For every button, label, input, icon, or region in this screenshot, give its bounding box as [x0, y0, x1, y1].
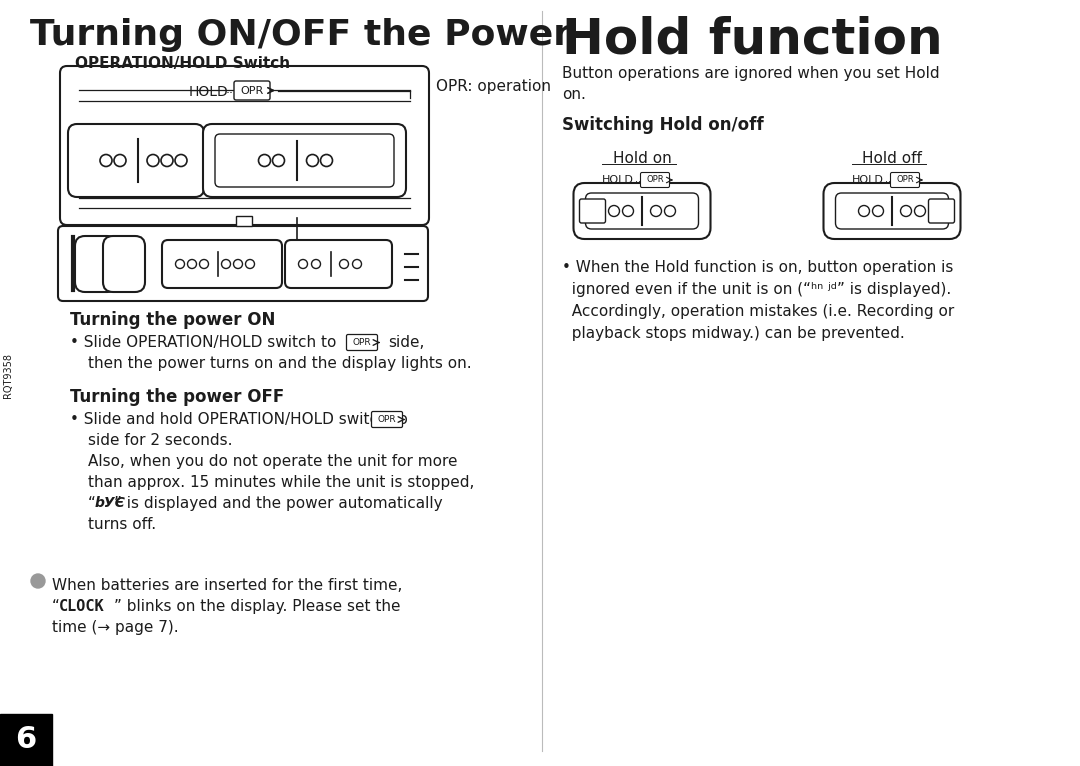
Text: HOLD: HOLD: [189, 85, 229, 99]
FancyBboxPatch shape: [580, 199, 606, 223]
Text: When batteries are inserted for the first time,: When batteries are inserted for the firs…: [52, 578, 403, 593]
FancyBboxPatch shape: [58, 226, 428, 301]
Text: OPR: OPR: [378, 415, 396, 424]
Text: side,: side,: [388, 335, 424, 350]
FancyBboxPatch shape: [585, 193, 699, 229]
FancyBboxPatch shape: [75, 236, 117, 292]
Text: Turning ON/OFF the Power: Turning ON/OFF the Power: [30, 18, 571, 52]
FancyBboxPatch shape: [640, 172, 670, 188]
Text: ” is displayed and the power automatically: ” is displayed and the power automatical…: [114, 496, 443, 511]
Text: Switching Hold on/off: Switching Hold on/off: [562, 116, 764, 134]
Circle shape: [31, 574, 45, 588]
FancyBboxPatch shape: [285, 240, 392, 288]
Text: Turning the power ON: Turning the power ON: [70, 311, 275, 329]
FancyBboxPatch shape: [162, 240, 282, 288]
FancyBboxPatch shape: [215, 134, 394, 187]
Text: ..: ..: [635, 174, 642, 184]
Text: OPR: OPR: [896, 175, 914, 185]
FancyBboxPatch shape: [347, 335, 378, 351]
FancyBboxPatch shape: [60, 66, 429, 225]
Text: • Slide and hold OPERATION/HOLD switch to: • Slide and hold OPERATION/HOLD switch t…: [70, 412, 413, 427]
Text: playback stops midway.) can be prevented.: playback stops midway.) can be prevented…: [562, 326, 905, 341]
Text: HOLD: HOLD: [602, 175, 634, 185]
FancyBboxPatch shape: [234, 81, 270, 100]
Text: Hold off: Hold off: [862, 151, 922, 166]
Text: OPERATION/HOLD Switch: OPERATION/HOLD Switch: [75, 56, 291, 71]
Text: • Slide OPERATION/HOLD switch to: • Slide OPERATION/HOLD switch to: [70, 335, 341, 350]
FancyBboxPatch shape: [891, 172, 919, 188]
Text: then the power turns on and the display lights on.: then the power turns on and the display …: [87, 356, 472, 371]
FancyBboxPatch shape: [203, 124, 406, 197]
Text: Accordingly, operation mistakes (i.e. Recording or: Accordingly, operation mistakes (i.e. Re…: [562, 304, 955, 319]
Text: OPR: operation: OPR: operation: [436, 79, 551, 94]
Text: Also, when you do not operate the unit for more: Also, when you do not operate the unit f…: [87, 454, 458, 469]
Text: ..: ..: [226, 83, 234, 96]
Text: • When the Hold function is on, button operation is: • When the Hold function is on, button o…: [562, 260, 954, 275]
FancyBboxPatch shape: [372, 411, 403, 427]
Text: HOLD: HOLD: [852, 175, 883, 185]
FancyBboxPatch shape: [836, 193, 948, 229]
Text: ” blinks on the display. Please set the: ” blinks on the display. Please set the: [114, 599, 401, 614]
Text: Hold function: Hold function: [562, 16, 943, 64]
Text: 6: 6: [15, 725, 37, 755]
Text: than approx. 15 minutes while the unit is stopped,: than approx. 15 minutes while the unit i…: [87, 475, 474, 490]
Text: OPR: OPR: [241, 86, 264, 96]
Text: on.: on.: [562, 87, 585, 102]
Text: OPR: OPR: [353, 338, 372, 347]
Text: RQT9358: RQT9358: [3, 353, 13, 398]
Text: “: “: [52, 599, 59, 614]
FancyBboxPatch shape: [573, 183, 711, 239]
Text: bУЄ: bУЄ: [95, 496, 125, 510]
FancyBboxPatch shape: [929, 199, 955, 223]
Text: side for 2 seconds.: side for 2 seconds.: [87, 433, 232, 448]
Text: turns off.: turns off.: [87, 517, 157, 532]
Text: Hold on: Hold on: [612, 151, 672, 166]
Text: “: “: [87, 496, 96, 511]
FancyBboxPatch shape: [824, 183, 960, 239]
Text: ignored even if the unit is on (“ʰⁿ ʲᵈ” is displayed).: ignored even if the unit is on (“ʰⁿ ʲᵈ” …: [562, 282, 951, 297]
Text: time (→ page 7).: time (→ page 7).: [52, 620, 178, 635]
Text: CLOCK: CLOCK: [59, 599, 105, 614]
FancyBboxPatch shape: [68, 124, 204, 197]
Bar: [0, 714, 52, 766]
Text: Turning the power OFF: Turning the power OFF: [70, 388, 284, 406]
FancyBboxPatch shape: [237, 216, 252, 226]
FancyBboxPatch shape: [103, 236, 145, 292]
Text: OPR: OPR: [646, 175, 664, 185]
Text: Button operations are ignored when you set Hold: Button operations are ignored when you s…: [562, 66, 940, 81]
Text: ..: ..: [885, 174, 891, 184]
